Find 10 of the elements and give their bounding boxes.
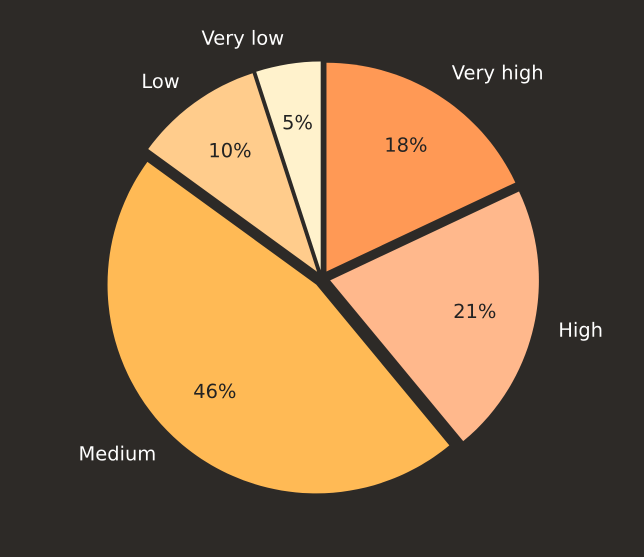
data-label: 5% — [284, 114, 312, 130]
slice-label: Very high — [452, 64, 542, 84]
slice-label: High — [560, 322, 602, 341]
slice-label: Very low — [202, 30, 284, 49]
slice-label: Medium — [80, 446, 155, 461]
data-label: 18% — [386, 137, 426, 152]
data-label: 46% — [194, 384, 236, 398]
data-label: 21% — [454, 304, 496, 318]
data-label: 10% — [210, 142, 251, 158]
slice-label: Low — [143, 74, 179, 88]
